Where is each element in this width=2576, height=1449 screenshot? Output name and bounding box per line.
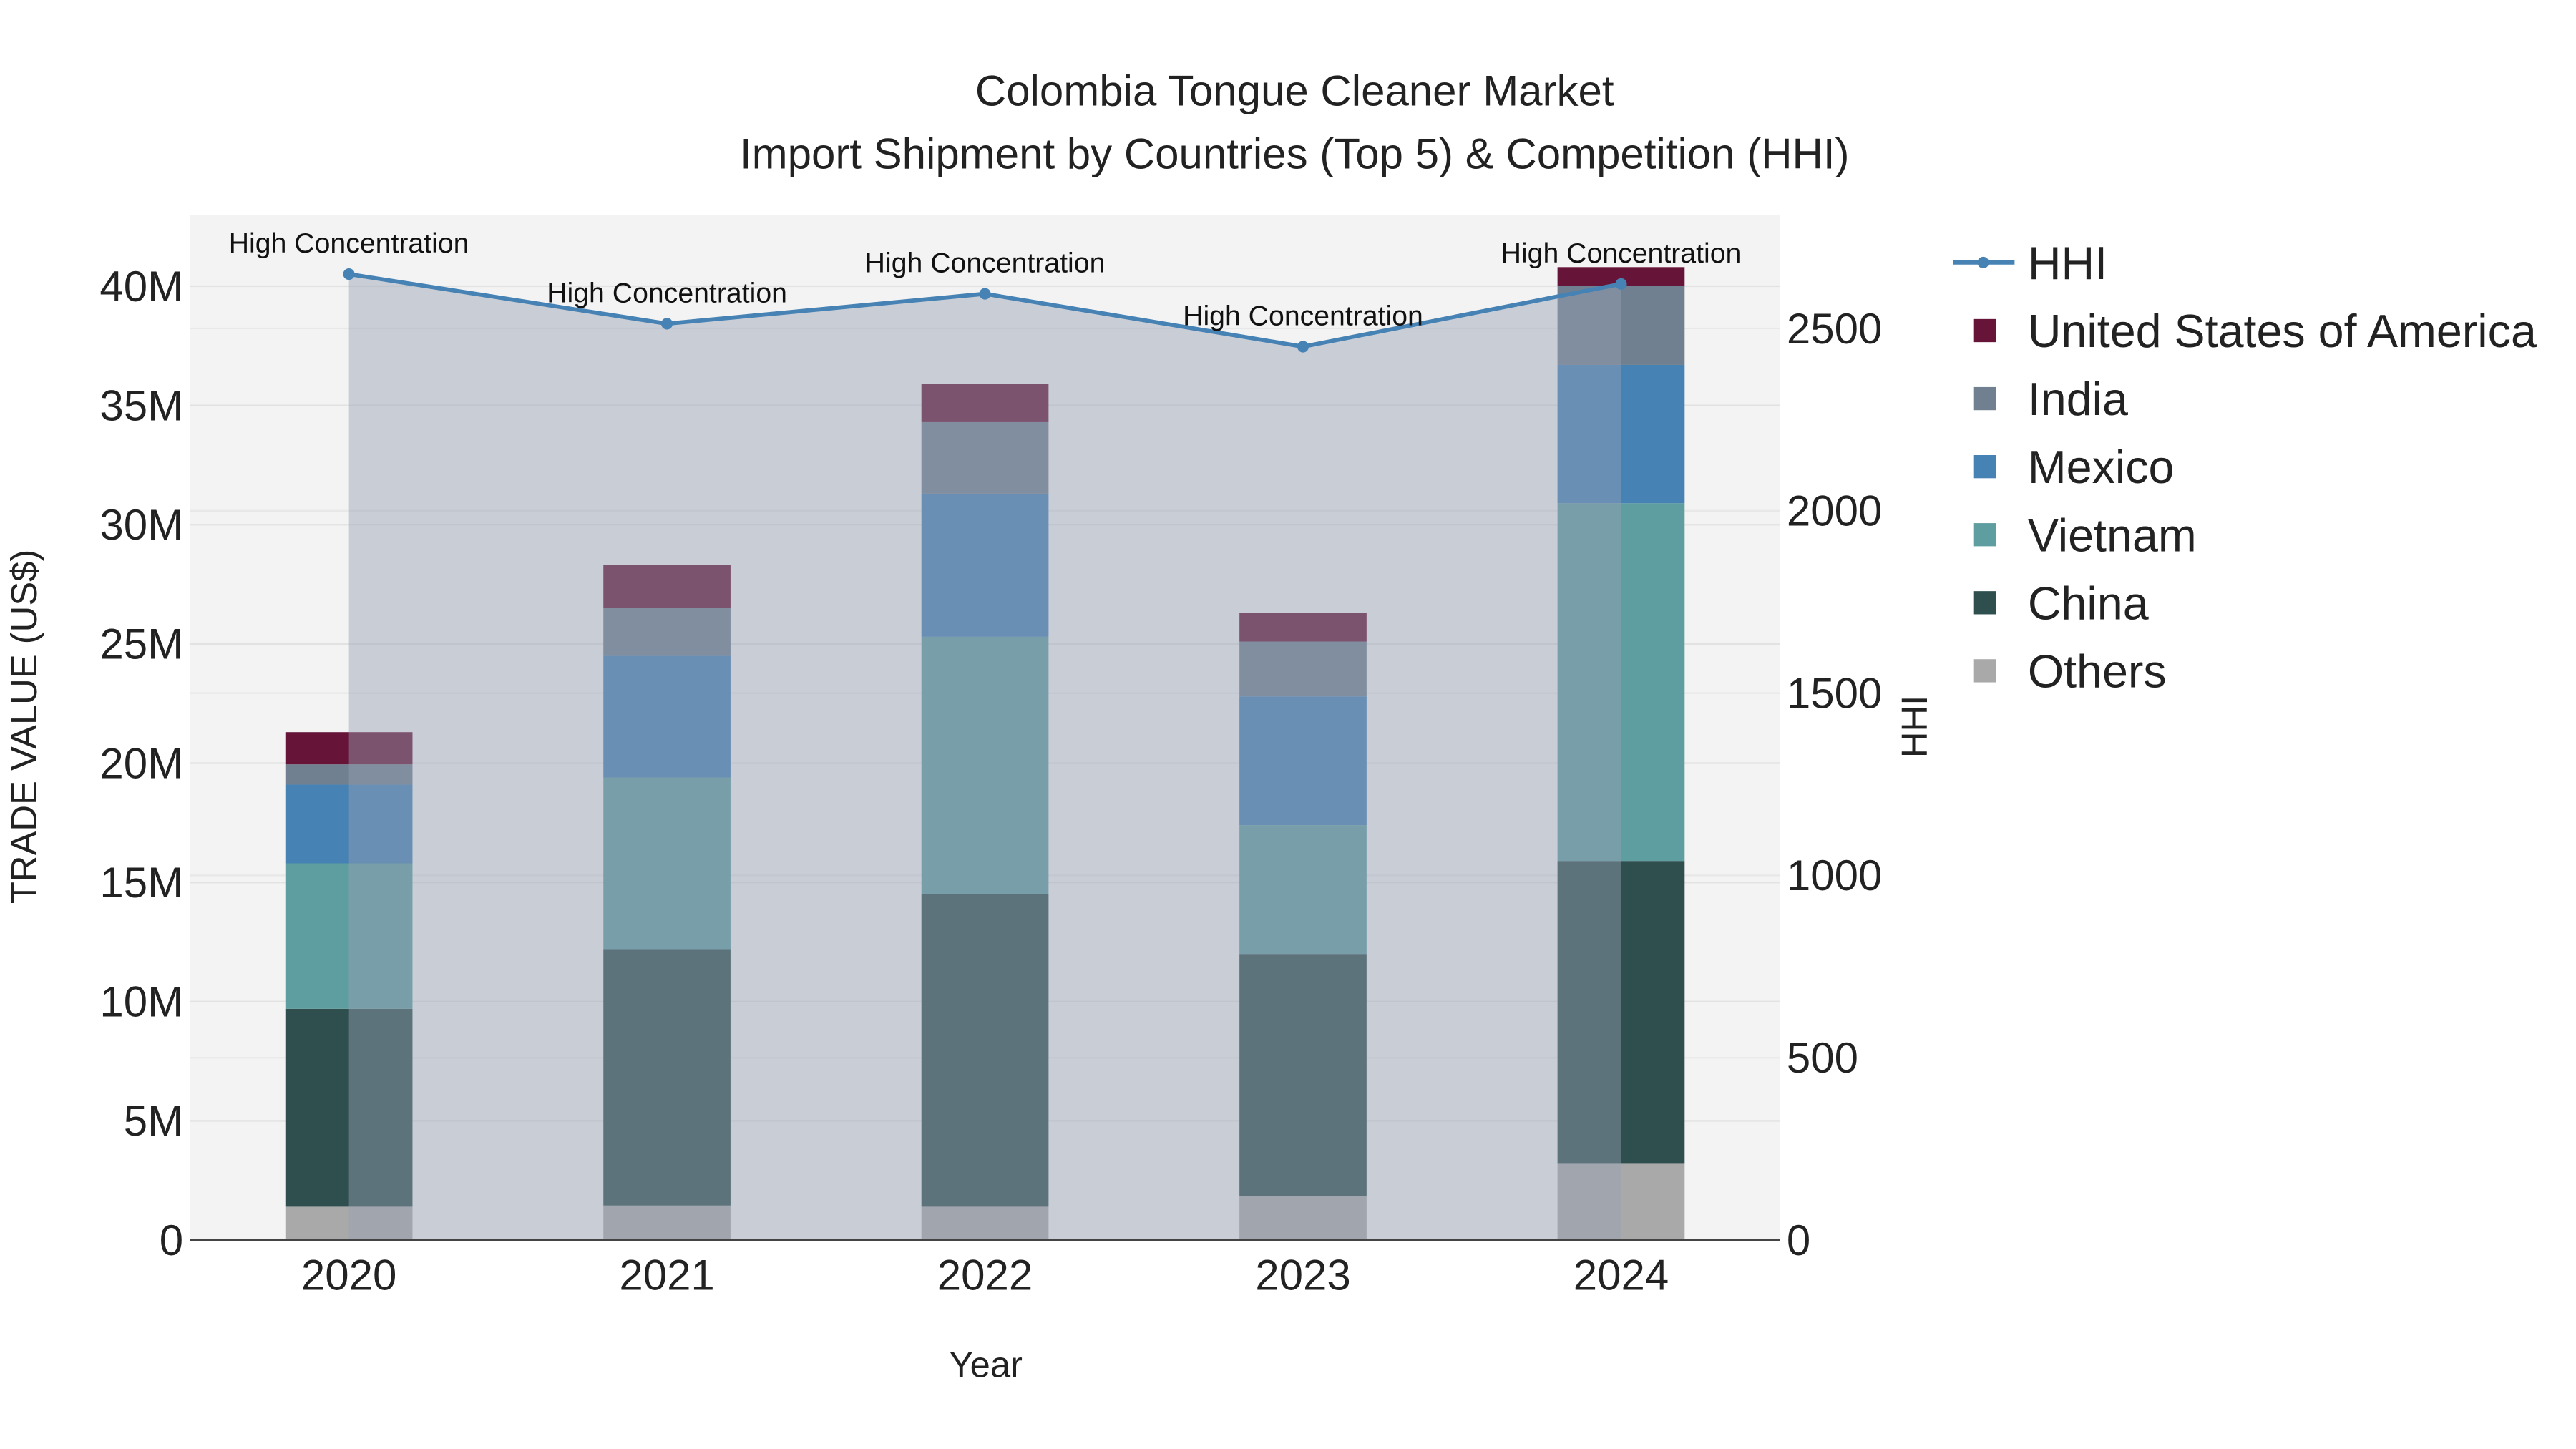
bar-vietnam [1239,825,1367,955]
hhi-annotation: High Concentration [1183,300,1423,331]
y-tick-label: 5M [124,1097,183,1145]
y-tick-label: 15M [99,859,183,907]
legend-swatch-icon [1973,591,1996,615]
y2-tick-label: 1000 [1787,852,1882,899]
bar-india [603,608,731,656]
bar-mexico [603,655,731,778]
bar-united-states-of-america [1239,613,1367,642]
bar-china [1239,954,1367,1196]
hhi-annotation: High Concentration [547,277,787,308]
y2-tick-label: 0 [1787,1216,1810,1264]
bar-others [1239,1196,1367,1241]
legend-label: United States of America [2028,306,2537,357]
hhi-point [343,268,355,280]
bar-india [1557,286,1685,365]
legend-label: Vietnam [2028,509,2197,561]
bar-united-states-of-america [603,565,731,608]
legend: HHI United States of America India Mexico Vi… [1953,238,2537,697]
bar-others [285,1206,413,1241]
y2-tick-label: 1500 [1787,669,1882,717]
hhi-annotation: High Concentration [229,228,469,259]
y2-tick-label: 2500 [1787,305,1882,353]
legend-label: Others [2028,645,2167,697]
hhi-point [1615,278,1627,290]
hhi-annotation: High Concentration [1501,238,1742,269]
y-tick-label: 25M [99,620,183,668]
y-tick-label: 40M [99,263,183,311]
y-tick-label: 0 [160,1216,183,1264]
legend-swatch-icon [1973,523,1996,547]
legend-hhi-marker-icon [1977,256,1989,268]
y2-tick-label: 500 [1787,1034,1858,1082]
bar-others [603,1205,731,1241]
bar-others [1557,1163,1685,1241]
chart-title: Colombia Tongue Cleaner Market [975,67,1614,115]
y-tick-label: 30M [99,501,183,549]
bar-vietnam [285,863,413,1009]
bar-china [921,894,1049,1207]
bar-china [285,1008,413,1207]
x-tick-label: 2021 [619,1251,714,1299]
bar-china [603,949,731,1206]
x-tick-label: 2022 [937,1251,1033,1299]
hhi-point [661,318,673,330]
bar-vietnam [921,636,1049,894]
bar-india [1239,641,1367,697]
legend-swatch-icon [1973,318,1996,343]
bar-mexico [1239,696,1367,826]
chart-subtitle: Import Shipment by Countries (Top 5) & C… [740,130,1850,177]
bar-mexico [285,784,413,864]
legend-label: Mexico [2028,441,2175,493]
y-tick-label: 35M [99,381,183,429]
x-axis-label: Year [949,1345,1023,1385]
legend-swatch-icon [1973,455,1996,479]
x-tick-label: 2020 [301,1251,396,1299]
y-axis-label: TRADE VALUE (US$) [4,550,44,904]
bar-vietnam [603,777,731,950]
bar-india [921,421,1049,494]
y2-axis-label: HHI [1894,696,1935,758]
legend-swatch-icon [1973,659,1996,683]
bar-united-states-of-america [921,384,1049,422]
bar-mexico [921,493,1049,637]
hhi-annotation: High Concentration [865,248,1106,279]
bar-united-states-of-america [285,732,413,765]
legend-label: HHI [2028,238,2107,289]
y-tick-label: 20M [99,739,183,787]
legend-label: China [2028,577,2149,629]
x-tick-label: 2024 [1574,1251,1669,1299]
hhi-point [1297,341,1309,353]
y-tick-label: 10M [99,978,183,1026]
hhi-point [979,288,991,300]
legend-swatch-icon [1973,386,1996,411]
y2-tick-label: 2000 [1787,487,1882,535]
hhi-area [348,274,1621,1241]
legend-label: India [2028,374,2128,425]
bar-china [1557,861,1685,1164]
bar-india [285,764,413,785]
bar-others [921,1206,1049,1241]
bar-vietnam [1557,503,1685,862]
x-tick-label: 2023 [1255,1251,1350,1299]
bar-mexico [1557,364,1685,504]
